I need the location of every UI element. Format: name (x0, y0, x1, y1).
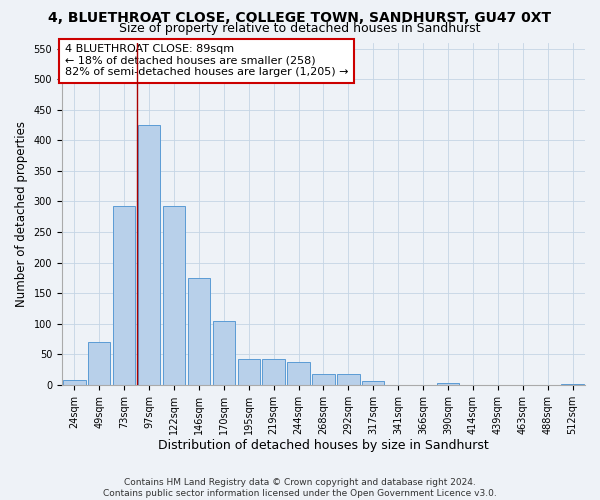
Bar (138, 125, 160, 385)
Y-axis label: Number of detached properties: Number of detached properties (15, 120, 28, 306)
Text: 4, BLUETHROAT CLOSE, COLLEGE TOWN, SANDHURST, GU47 0XT: 4, BLUETHROAT CLOSE, COLLEGE TOWN, SANDH… (49, 11, 551, 25)
Text: 4 BLUETHROAT CLOSE: 89sqm
← 18% of detached houses are smaller (258)
82% of semi: 4 BLUETHROAT CLOSE: 89sqm ← 18% of detac… (65, 44, 348, 78)
Bar (88, 342, 110, 385)
Bar (337, 374, 359, 385)
Bar (113, 206, 136, 385)
Text: Contains HM Land Registry data © Crown copyright and database right 2024.
Contai: Contains HM Land Registry data © Crown c… (103, 478, 497, 498)
Text: Size of property relative to detached houses in Sandhurst: Size of property relative to detached ho… (119, 22, 481, 35)
Bar (287, 362, 310, 385)
Bar (63, 380, 86, 385)
Bar (262, 359, 285, 385)
Bar (188, 278, 210, 385)
Bar (163, 206, 185, 385)
Bar (238, 358, 260, 385)
Bar (562, 384, 584, 385)
Bar (312, 374, 335, 385)
Bar (362, 380, 385, 385)
Bar (437, 383, 459, 385)
X-axis label: Distribution of detached houses by size in Sandhurst: Distribution of detached houses by size … (158, 440, 489, 452)
Bar (212, 320, 235, 385)
